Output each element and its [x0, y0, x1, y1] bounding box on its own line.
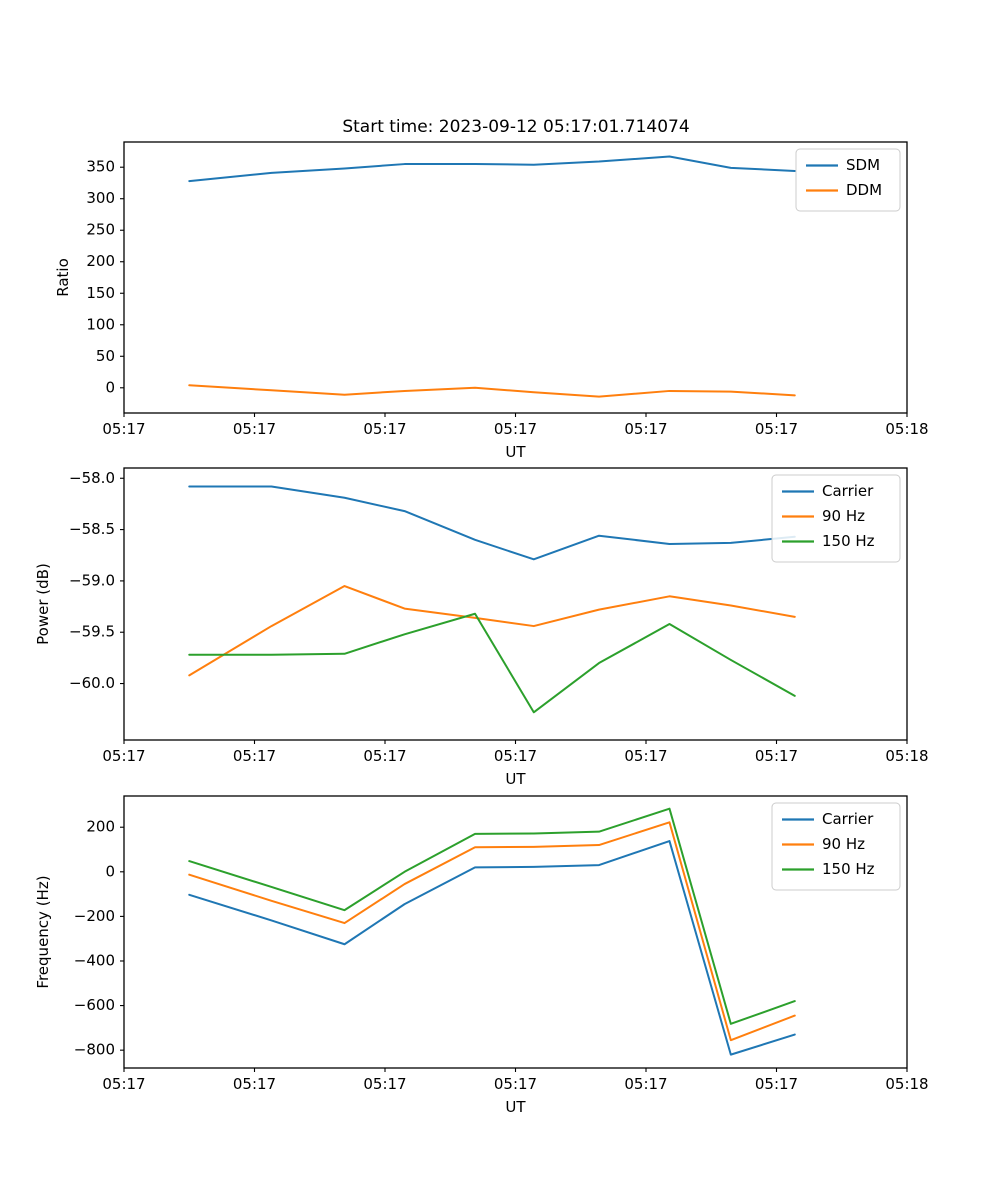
x-tick-label: 05:18: [885, 420, 928, 438]
x-tick-label: 05:17: [102, 747, 145, 765]
page-title: Start time: 2023-09-12 05:17:01.714074: [342, 117, 689, 137]
x-axis-label: UT: [505, 770, 526, 788]
x-tick-label: 05:17: [755, 420, 798, 438]
series-group: [188, 155, 796, 398]
y-tick-label: −60.0: [69, 674, 115, 692]
chart-panel-frequency: 05:17 05:17 05:17 05:17 05:17 05:17 05:18 200 0 −…: [34, 795, 929, 1116]
x-tick-label: 05:17: [102, 420, 145, 438]
series-line-90-hz: [188, 585, 796, 677]
x-tick-label: 05:18: [885, 1075, 928, 1093]
y-tick-label: −59.0: [69, 571, 115, 589]
y-axis-label: Power (dB): [34, 563, 52, 645]
legend-label-carrier: Carrier: [822, 810, 874, 828]
y-tick-label: −58.0: [69, 469, 115, 487]
y-axis-label: Frequency (Hz): [34, 875, 52, 988]
y-tick-label: −200: [74, 907, 115, 925]
y-tick-label: 50: [96, 347, 115, 365]
y-tick-label: 250: [86, 221, 115, 239]
y-tick-label: 200: [86, 818, 115, 836]
x-tick-label: 05:17: [233, 420, 276, 438]
x-tick-label: 05:17: [233, 1075, 276, 1093]
x-tick-label: 05:18: [885, 747, 928, 765]
legend-label-150-hz: 150 Hz: [822, 532, 875, 550]
legend-label-150-hz: 150 Hz: [822, 860, 875, 878]
series-group: [188, 485, 796, 714]
y-axis-label: Ratio: [54, 258, 72, 297]
y-tick-label: −600: [74, 996, 115, 1014]
x-tick-label: 05:17: [755, 747, 798, 765]
legend-box: [771, 802, 901, 891]
x-tick-label: 05:17: [624, 420, 667, 438]
x-axis-label: UT: [505, 1098, 526, 1116]
legend-box: [771, 474, 901, 563]
chart-panel-power: 05:17 05:17 05:17 05:17 05:17 05:17 05:18 −58.0…: [34, 467, 929, 788]
series-line-ddm: [188, 384, 796, 398]
series-group: [188, 807, 796, 1056]
x-tick-label: 05:17: [624, 747, 667, 765]
legend-label-90-hz: 90 Hz: [822, 835, 865, 853]
x-tick-label: 05:17: [233, 747, 276, 765]
series-line-sdm: [188, 155, 796, 183]
x-tick-label: 05:17: [363, 420, 406, 438]
x-tick-label: 05:17: [494, 1075, 537, 1093]
y-tick-label: 200: [86, 252, 115, 270]
x-tick-label: 05:17: [363, 747, 406, 765]
y-tick-label: 100: [86, 315, 115, 333]
y-tick-label: −800: [74, 1041, 115, 1059]
series-line-carrier: [188, 485, 796, 561]
x-tick-label: 05:17: [494, 747, 537, 765]
x-tick-label: 05:17: [624, 1075, 667, 1093]
x-tick-label: 05:17: [494, 420, 537, 438]
chart-panel-ratio: 05:17 05:17 05:17 05:17 05:17 05:17 05:18 0 50 10…: [54, 141, 929, 461]
x-tick-label: 05:17: [755, 1075, 798, 1093]
series-line-150-hz: [188, 807, 796, 1025]
series-line-carrier: [188, 840, 796, 1056]
y-tick-label: 300: [86, 189, 115, 207]
y-tick-label: −59.5: [69, 623, 115, 641]
y-tick-label: 150: [86, 284, 115, 302]
y-tick-label: −400: [74, 951, 115, 969]
series-line-90-hz: [188, 821, 796, 1042]
legend-label-sdm: SDM: [846, 156, 880, 174]
y-tick-label: −58.5: [69, 520, 115, 538]
y-tick-label: 0: [105, 378, 115, 396]
legend-label-ddm: DDM: [846, 181, 882, 199]
y-tick-label: 0: [105, 862, 115, 880]
y-tick-label: 350: [86, 158, 115, 176]
legend-label-90-hz: 90 Hz: [822, 507, 865, 525]
legend-label-carrier: Carrier: [822, 482, 874, 500]
series-line-150-hz: [188, 612, 796, 714]
x-tick-label: 05:17: [363, 1075, 406, 1093]
x-tick-label: 05:17: [102, 1075, 145, 1093]
x-axis-label: UT: [505, 443, 526, 461]
